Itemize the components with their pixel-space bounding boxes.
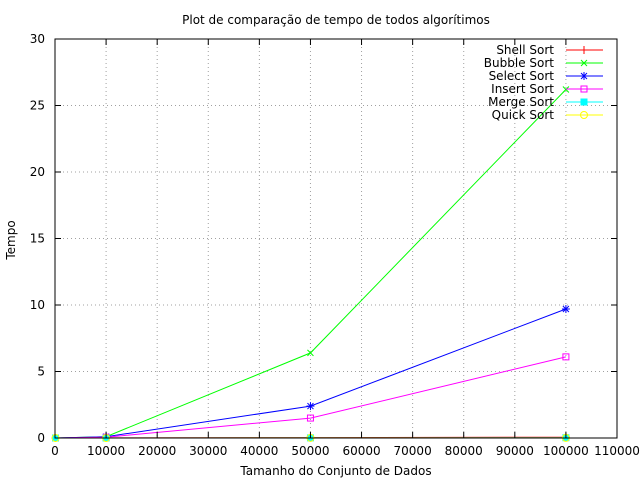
x-tick-label: 0 <box>51 444 59 458</box>
data-point <box>562 86 570 93</box>
legend-label: Insert Sort <box>491 82 554 96</box>
x-tick-label: 90000 <box>496 444 534 458</box>
legend-entry-merge-sort: Merge Sort <box>488 95 603 109</box>
x-axis-label: Tamanho do Conjunto de Dados <box>239 464 431 478</box>
legend-entry-shell-sort: Shell Sort <box>496 43 603 57</box>
y-tick-label: 5 <box>37 365 45 379</box>
legend-entry-bubble-sort: Bubble Sort <box>484 56 603 70</box>
chart-title: Plot de comparação de tempo de todos alg… <box>182 13 490 27</box>
x-tick-label: 30000 <box>189 444 227 458</box>
marker-stroke <box>562 86 570 93</box>
y-tick-label: 0 <box>37 431 45 445</box>
legend-label: Shell Sort <box>496 43 554 57</box>
y-tick-label: 10 <box>30 298 45 312</box>
legend-marker <box>580 111 588 119</box>
data-point <box>306 402 315 411</box>
legend-marker <box>580 85 588 93</box>
marker-square <box>562 353 570 361</box>
y-tick-label: 15 <box>30 232 45 246</box>
legend-label: Quick Sort <box>492 108 555 122</box>
grid <box>55 39 617 438</box>
x-tick-label: 80000 <box>445 444 483 458</box>
legend-marker <box>580 72 588 80</box>
data-point <box>562 353 570 361</box>
legend-marker <box>580 59 588 67</box>
series-line <box>55 308 567 439</box>
x-tick-label: 10000 <box>87 444 125 458</box>
legend-label: Merge Sort <box>488 95 554 109</box>
axis-ticks: 0 10000 20000 30000 40000 50000 60000 70000 8000… <box>30 32 640 458</box>
marker-square <box>306 414 314 422</box>
marker-stroke <box>580 59 588 67</box>
x-tick-label: 110000 <box>594 444 640 458</box>
data-point <box>561 304 570 313</box>
x-tick-label: 40000 <box>240 444 278 458</box>
marker-stroke <box>580 72 588 80</box>
marker-stroke <box>562 305 570 313</box>
marker-circle <box>580 111 588 119</box>
legend-marker <box>580 98 588 106</box>
x-tick-label: 70000 <box>394 444 432 458</box>
y-axis-label: Tempo <box>4 220 18 260</box>
legend-label: Bubble Sort <box>484 56 554 70</box>
marker-stroke <box>307 402 314 410</box>
marker-square <box>580 98 588 106</box>
legend-entry-quick-sort: Quick Sort <box>492 108 603 122</box>
legend-entry-insert-sort: Insert Sort <box>491 82 603 96</box>
y-tick-label: 30 <box>30 32 45 46</box>
x-tick-label: 20000 <box>138 444 176 458</box>
marker-stroke <box>307 349 314 357</box>
legend-label: Select Sort <box>489 69 555 83</box>
y-tick-label: 20 <box>30 165 45 179</box>
x-tick-label: 50000 <box>291 444 329 458</box>
legend-entry-select-sort: Select Sort <box>489 69 603 83</box>
x-tick-label: 60000 <box>342 444 380 458</box>
legend-marker <box>580 46 588 54</box>
marker-square <box>580 85 588 93</box>
data-point <box>307 349 314 357</box>
x-tick-label: 100000 <box>543 444 589 458</box>
data-point <box>306 414 314 422</box>
y-tick-label: 25 <box>30 99 45 113</box>
